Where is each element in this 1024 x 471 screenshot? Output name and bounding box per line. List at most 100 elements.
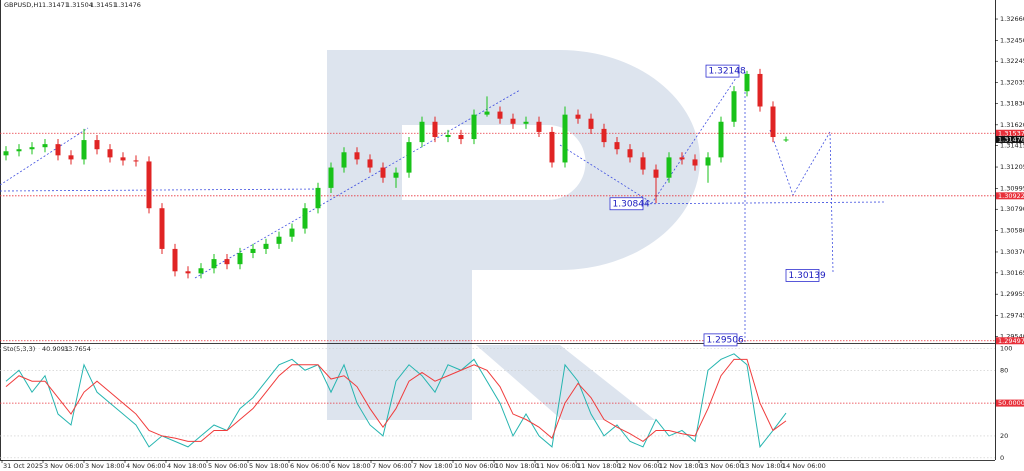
x-tick-label: 31 Oct 2025 — [3, 462, 43, 470]
indicator-signal: 33.7654 — [64, 345, 91, 353]
x-tick-label: 12 Nov 18:00 — [659, 462, 703, 470]
y-tick-label: 1.31830 — [1000, 99, 1024, 107]
annotation-label: 1.30139 — [789, 271, 826, 281]
trend-line — [559, 71, 741, 204]
annotation-label: 1.30844 — [613, 199, 650, 209]
candle-body — [614, 142, 620, 150]
candle-body — [211, 259, 217, 269]
y-tick-label: 1.29955 — [1000, 290, 1024, 298]
x-tick-label: 14 Nov 06:00 — [782, 462, 826, 470]
price-mark-label: 1.31537 — [998, 129, 1024, 137]
x-tick-label: 7 Nov 06:00 — [372, 462, 412, 470]
candle-body — [328, 167, 334, 188]
y-tick-label: 1.29540 — [1000, 332, 1024, 340]
x-tick-label: 5 Nov 18:00 — [249, 462, 289, 470]
indicator-line — [5, 358, 787, 443]
candle-body — [692, 159, 698, 166]
last-price-box — [996, 135, 1024, 143]
y-tick-label: 1.31620 — [1000, 121, 1024, 129]
trend-line — [194, 89, 521, 279]
candle-body — [458, 134, 464, 140]
y-tick-label: 100 — [1000, 344, 1012, 352]
x-tick-label: 10 Nov 06:00 — [454, 462, 498, 470]
candle-body — [653, 169, 659, 178]
candle-body — [393, 172, 399, 178]
candle-body — [120, 157, 126, 161]
candle-body — [133, 160, 139, 162]
y-tick-label: 1.32660 — [1000, 15, 1024, 23]
quote-close: 1.31476 — [114, 1, 141, 9]
candle-body — [731, 91, 737, 122]
price-mark-label: 1.29497 — [998, 337, 1024, 345]
indicator-line — [5, 353, 787, 449]
candle-body — [497, 111, 503, 119]
y-tick-label: 1.30580 — [1000, 227, 1024, 235]
candle-body — [263, 243, 269, 249]
x-tick-label: 3 Nov 18:00 — [85, 462, 125, 470]
candle-body — [705, 157, 711, 166]
x-tick-label: 11 Nov 06:00 — [536, 462, 580, 470]
level-box — [996, 399, 1024, 407]
candle-body — [29, 147, 35, 150]
annotation-label: 1.32148 — [709, 67, 746, 77]
candle-body — [770, 106, 776, 138]
candle-body — [107, 149, 113, 158]
candle-body — [3, 151, 9, 156]
price-mark-box — [996, 129, 1024, 137]
candle-body — [198, 268, 204, 274]
candle-body — [367, 159, 373, 168]
x-tick-label: 11 Nov 18:00 — [577, 462, 621, 470]
y-tick-label: 1.32245 — [1000, 57, 1024, 65]
candle-body — [68, 155, 74, 160]
x-tick-label: 5 Nov 06:00 — [208, 462, 248, 470]
price-mark-box — [996, 337, 1024, 345]
candle-body — [588, 118, 594, 129]
candle-body — [354, 152, 360, 160]
y-tick-label: 1.30790 — [1000, 205, 1024, 213]
candle-body — [341, 152, 347, 168]
candle-body — [146, 161, 152, 209]
y-tick-label: 1.30995 — [1000, 184, 1024, 192]
candle-body — [302, 208, 308, 229]
candle-body — [445, 134, 451, 138]
candle-body — [484, 111, 490, 115]
indicator-title: Sto(5,3,3) — [3, 345, 35, 353]
trend-line — [0, 188, 321, 192]
y-tick-label: 1.32035 — [1000, 79, 1024, 87]
candle-body — [536, 121, 542, 132]
y-tick-label: 1.32450 — [1000, 36, 1024, 44]
candle-body — [757, 73, 763, 107]
quote-low: 1.31451 — [90, 1, 117, 9]
x-tick-label: 7 Nov 18:00 — [413, 462, 453, 470]
y-tick-label: 80 — [1000, 366, 1008, 374]
candle-body — [640, 157, 646, 170]
symbol: GBPUSD,H1 — [4, 1, 42, 9]
annotation-label: 1.29506 — [707, 335, 744, 345]
watermark-logo — [327, 50, 700, 420]
candle-body — [276, 236, 282, 244]
candle-body — [94, 140, 100, 150]
forecast-line — [769, 129, 834, 273]
last-price-label: 1.31476 — [998, 135, 1024, 143]
drawings — [0, 71, 886, 342]
candle-body — [55, 144, 61, 156]
candle-body — [172, 248, 178, 272]
candle-body — [432, 121, 438, 138]
candle-body — [627, 149, 633, 158]
y-tick-label: 1.29745 — [1000, 312, 1024, 320]
annotation-box — [705, 64, 740, 78]
candle-body — [471, 114, 477, 140]
candle-body — [159, 208, 165, 249]
candle-body — [562, 114, 568, 163]
candle-body — [666, 157, 672, 178]
candle-body — [510, 118, 516, 124]
annotation-box — [785, 269, 820, 282]
x-tick-label: 3 Nov 06:00 — [44, 462, 84, 470]
y-tick-label: 20 — [1000, 432, 1008, 440]
x-tick-label: 13 Nov 18:00 — [741, 462, 785, 470]
x-tick-label: 6 Nov 18:00 — [331, 462, 371, 470]
quote-open: 1.31471 — [42, 1, 69, 9]
candle-body — [679, 157, 685, 160]
x-tick-label: 4 Nov 06:00 — [126, 462, 166, 470]
